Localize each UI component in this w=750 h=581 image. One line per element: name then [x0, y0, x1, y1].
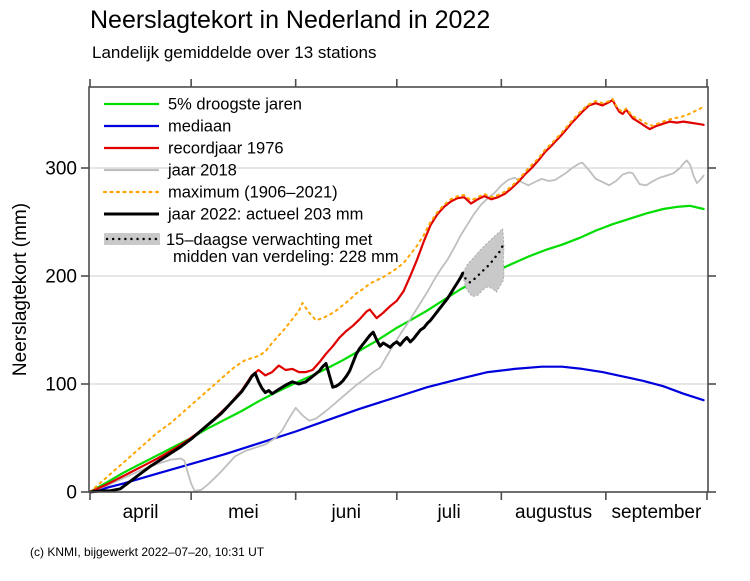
forecast-median-dotted-line	[461, 244, 504, 284]
legend-label-droogste5: 5% droogste jaren	[168, 96, 302, 114]
legend-label-jaar2018: jaar 2018	[167, 162, 237, 180]
legend-label-record1976: recordjaar 1976	[168, 140, 284, 158]
legend-label-mediaan: mediaan	[168, 118, 231, 136]
legend: 5% droogste jaren mediaan recordjaar 1976 j…	[102, 96, 399, 266]
forecast-uncertainty-band	[462, 227, 505, 297]
month-label-juli: juli	[436, 502, 460, 523]
legend-label-jaar2022: jaar 2022: actueel 203 mm	[167, 206, 363, 224]
y-axis-tick-labels: 0 100 200 300	[45, 159, 77, 504]
gridlines	[89, 167, 708, 385]
x-axis-month-labels: april mei juni juli augustus september	[123, 502, 702, 523]
y-tick-label: 200	[45, 267, 77, 288]
copyright-footer: (c) KNMI, bijgewerkt 2022–07–20, 10:31 U…	[30, 545, 265, 559]
month-label-juni: juni	[330, 502, 361, 523]
series-line-mediaan	[88, 365, 705, 494]
page-subtitle: Landelijk gemiddelde over 13 stations	[92, 43, 377, 62]
series-line-record1976	[88, 98, 705, 494]
plot-frame	[88, 86, 709, 493]
axis-ticks	[81, 79, 716, 500]
legend-label-forecast-line1: 15–daagse verwachting met	[166, 231, 373, 249]
y-tick-label: 100	[45, 375, 77, 396]
legend-label-maximum: maximum (1906–2021)	[168, 184, 338, 202]
month-label-mei: mei	[228, 502, 259, 523]
y-axis-title: Neerslagtekort (mm)	[10, 203, 31, 376]
series-line-jaar2018	[89, 159, 705, 493]
series-line-jaar2022	[89, 272, 465, 494]
month-label-augustus: augustus	[515, 502, 592, 523]
legend-label-forecast-line2: midden van verdeling: 228 mm	[173, 248, 399, 266]
page-title: Neerslagtekort in Nederland in 2022	[90, 6, 491, 34]
month-label-april: april	[123, 502, 159, 523]
month-label-september: september	[612, 502, 702, 523]
y-tick-label: 0	[66, 483, 77, 504]
series-line-maximum	[89, 97, 705, 493]
y-tick-label: 300	[45, 159, 77, 180]
